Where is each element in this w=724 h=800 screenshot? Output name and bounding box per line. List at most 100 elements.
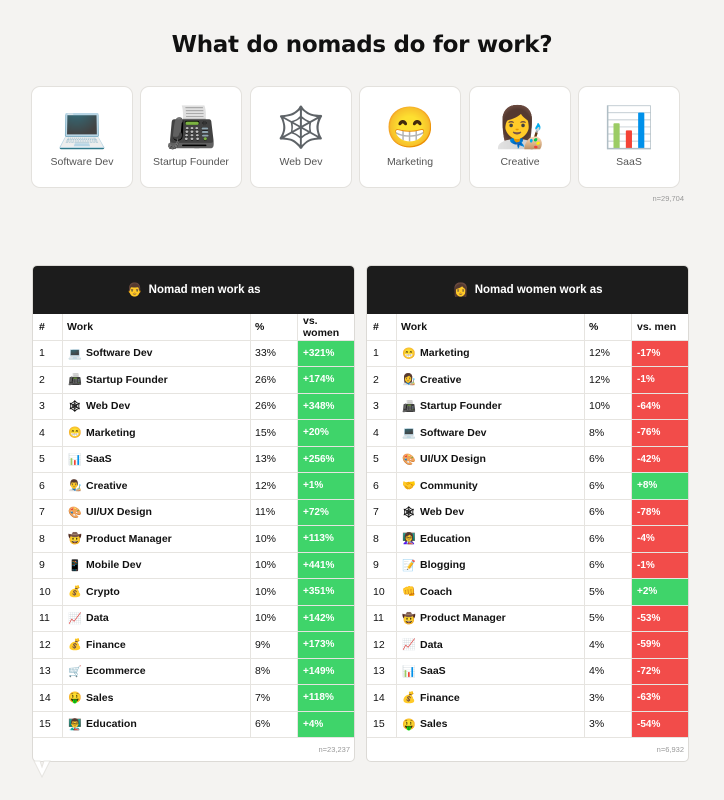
comparison-cell: -72% xyxy=(632,658,688,684)
work-emoji-icon: 🎨 xyxy=(402,453,416,466)
men-panel-header: 👨 Nomad men work as xyxy=(33,266,354,314)
work-cell: 🕸 Web Dev xyxy=(397,499,585,525)
men-panel: 👨 Nomad men work as # Work % vs. women 1… xyxy=(32,265,355,762)
percent-cell: 8% xyxy=(251,658,298,684)
work-emoji-icon: 🛒 xyxy=(68,665,82,678)
work-emoji-icon: 💰 xyxy=(68,586,82,599)
rank-cell: 14 xyxy=(33,685,63,711)
comparison-cell: +20% xyxy=(298,420,354,446)
comparison-cell: -4% xyxy=(632,526,688,552)
category-label: Software Dev xyxy=(50,156,114,168)
rank-cell: 11 xyxy=(33,605,63,631)
table-row: 5 📊 SaaS 13% +256% xyxy=(33,446,354,473)
table-row: 2 👩‍🎨 Creative 12% -1% xyxy=(367,367,688,394)
category-card: 👩‍🎨 Creative xyxy=(469,86,571,188)
table-row: 4 😁 Marketing 15% +20% xyxy=(33,420,354,447)
rank-cell: 9 xyxy=(33,552,63,578)
rank-cell: 13 xyxy=(367,658,397,684)
work-cell: 🎨 UI/UX Design xyxy=(397,446,585,472)
work-label: Marketing xyxy=(86,426,136,439)
work-cell: 👨‍🏫 Education xyxy=(63,711,251,737)
man-face-icon: 👨 xyxy=(126,282,143,297)
table-row: 8 🤠 Product Manager 10% +113% xyxy=(33,526,354,553)
comparison-cell: -64% xyxy=(632,393,688,419)
percent-cell: 26% xyxy=(251,393,298,419)
work-cell: 💻 Software Dev xyxy=(397,420,585,446)
brand-logo-icon xyxy=(33,760,51,779)
work-label: Web Dev xyxy=(86,400,131,413)
work-cell: 🤠 Product Manager xyxy=(397,605,585,631)
work-label: Startup Founder xyxy=(86,373,168,386)
table-row: 6 👨‍🎨 Creative 12% +1% xyxy=(33,473,354,500)
table-row: 14 🤑 Sales 7% +118% xyxy=(33,685,354,712)
percent-cell: 12% xyxy=(585,367,632,393)
work-emoji-icon: 👨‍🏫 xyxy=(68,718,82,731)
work-cell: 📝 Blogging xyxy=(397,552,585,578)
rank-cell: 8 xyxy=(367,526,397,552)
rank-cell: 2 xyxy=(33,367,63,393)
work-cell: 📠 Startup Founder xyxy=(397,393,585,419)
work-cell: 😁 Marketing xyxy=(397,340,585,366)
comparison-cell: -53% xyxy=(632,605,688,631)
percent-cell: 10% xyxy=(251,526,298,552)
percent-cell: 8% xyxy=(585,420,632,446)
table-row: 9 📱 Mobile Dev 10% +441% xyxy=(33,552,354,579)
work-emoji-icon: 😁 xyxy=(68,427,82,440)
comparison-cell: +113% xyxy=(298,526,354,552)
work-emoji-icon: 🕸 xyxy=(68,400,82,413)
artist-icon: 👩‍🎨 xyxy=(495,106,545,150)
table-row: 11 🤠 Product Manager 5% -53% xyxy=(367,605,688,632)
women-rows: 1 😁 Marketing 12% -17% 2 👩‍🎨 Creative 12% -1% 3 📠 St… xyxy=(367,340,688,738)
column-header: Work xyxy=(397,314,585,340)
rank-cell: 15 xyxy=(33,711,63,737)
work-cell: 🤠 Product Manager xyxy=(63,526,251,552)
work-cell: 📠 Startup Founder xyxy=(63,367,251,393)
percent-cell: 4% xyxy=(585,632,632,658)
work-cell: 📊 SaaS xyxy=(63,446,251,472)
percent-cell: 10% xyxy=(251,552,298,578)
percent-cell: 6% xyxy=(585,499,632,525)
women-panel-title: Nomad women work as xyxy=(474,284,603,296)
table-row: 12 📈 Data 4% -59% xyxy=(367,632,688,659)
column-header: % xyxy=(585,314,632,340)
work-emoji-icon: 🕸 xyxy=(402,506,416,519)
comparison-cell: -17% xyxy=(632,340,688,366)
table-row: 1 😁 Marketing 12% -17% xyxy=(367,340,688,367)
spiderweb-icon: 🕸️ xyxy=(276,106,326,150)
men-table: # Work % vs. women 1 💻 Software Dev 33% +321… xyxy=(33,314,354,738)
page-title: What do nomads do for work? xyxy=(171,32,553,58)
table-row: 10 👊 Coach 5% +2% xyxy=(367,579,688,606)
comparison-cell: -59% xyxy=(632,632,688,658)
comparison-cell: +8% xyxy=(632,473,688,499)
work-emoji-icon: 📈 xyxy=(402,639,416,652)
comparison-cell: -42% xyxy=(632,446,688,472)
work-label: Startup Founder xyxy=(420,400,502,413)
men-rows: 1 💻 Software Dev 33% +321% 2 📠 Startup Founder 2… xyxy=(33,340,354,738)
work-cell: 👨‍🎨 Creative xyxy=(63,473,251,499)
work-emoji-icon: 🤝 xyxy=(402,480,416,493)
women-table: # Work % vs. men 1 😁 Marketing 12% -17% 2 👩‍🎨 C… xyxy=(367,314,688,738)
work-cell: 📊 SaaS xyxy=(397,658,585,684)
work-label: UI/UX Design xyxy=(86,506,152,519)
comparison-cell: -63% xyxy=(632,685,688,711)
rank-cell: 4 xyxy=(367,420,397,446)
work-cell: 💰 Crypto xyxy=(63,579,251,605)
category-label: Startup Founder xyxy=(153,156,229,168)
table-row: 3 📠 Startup Founder 10% -64% xyxy=(367,393,688,420)
work-cell: 👩‍🎨 Creative xyxy=(397,367,585,393)
work-emoji-icon: 📊 xyxy=(402,665,416,678)
table-row: 1 💻 Software Dev 33% +321% xyxy=(33,340,354,367)
work-label: Software Dev xyxy=(86,347,153,360)
work-emoji-icon: 📈 xyxy=(68,612,82,625)
sample-size-note: n=6,932 xyxy=(656,745,684,754)
column-header: # xyxy=(33,314,63,340)
rank-cell: 14 xyxy=(367,685,397,711)
rank-cell: 1 xyxy=(33,340,63,366)
category-card: 😁 Marketing xyxy=(359,86,461,188)
percent-cell: 6% xyxy=(251,711,298,737)
table-row: 9 📝 Blogging 6% -1% xyxy=(367,552,688,579)
column-header: vs. women xyxy=(303,314,340,339)
work-emoji-icon: 💰 xyxy=(402,692,416,705)
table-row: 4 💻 Software Dev 8% -76% xyxy=(367,420,688,447)
rank-cell: 6 xyxy=(367,473,397,499)
